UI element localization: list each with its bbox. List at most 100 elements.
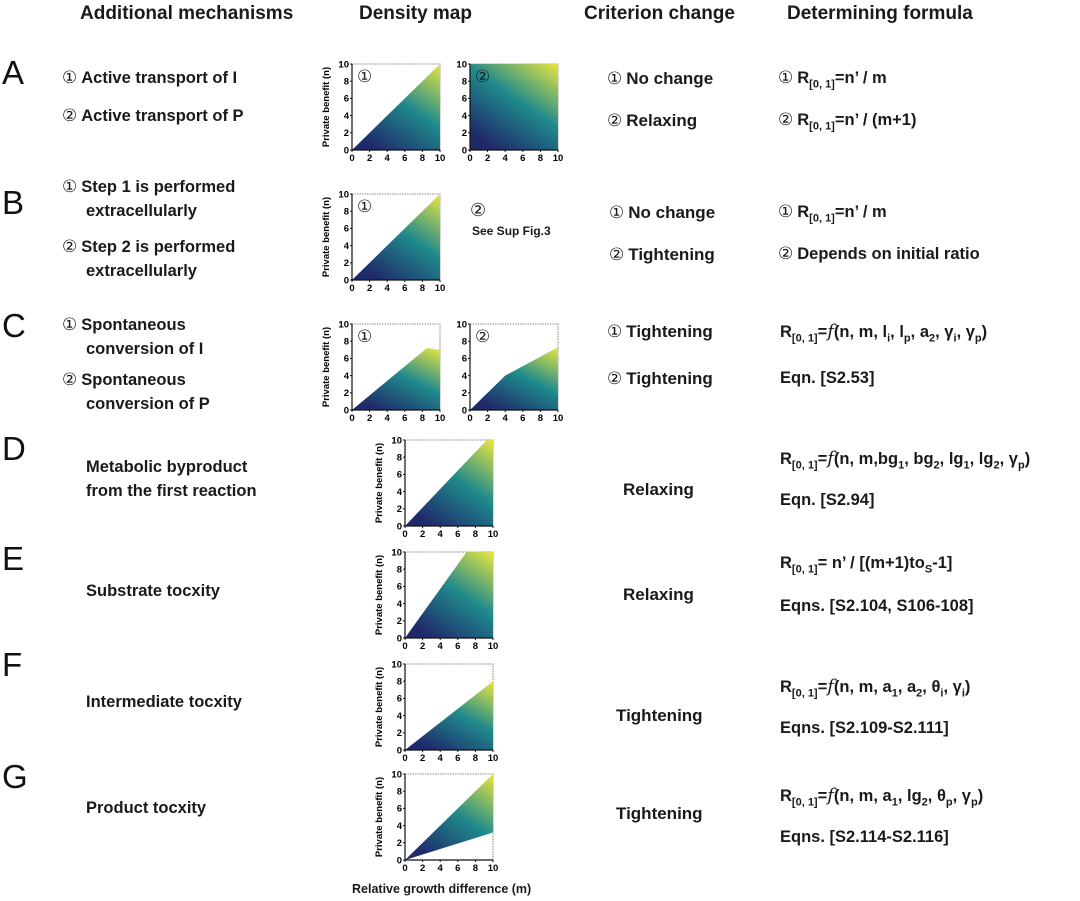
y-tick-label: 0 (397, 633, 402, 644)
formula-part: -1] (932, 554, 953, 572)
formula-function: f (827, 676, 834, 697)
y-tick-label: 10 (338, 319, 349, 330)
y-tick-label: 2 (397, 504, 402, 515)
formula-part: , bg (904, 450, 934, 468)
x-tick-label: 6 (455, 529, 460, 540)
formula-subscript: [0, 1] (791, 459, 818, 472)
x-tick-label: 4 (385, 283, 391, 294)
y-tick-label: 4 (397, 711, 403, 722)
formula-subscript: [0, 1] (791, 332, 818, 345)
formula-part: ) (1024, 450, 1031, 468)
formula-part: , γ (999, 450, 1018, 468)
x-tick-label: 4 (503, 153, 509, 164)
formula-subscript: 1 (898, 459, 905, 472)
mechanism-e: Substrate tocxity (86, 582, 220, 600)
x-tick-label: 6 (455, 863, 460, 874)
y-tick-label: 8 (344, 337, 349, 348)
row-letter-c: C (2, 307, 26, 344)
x-tick-label: 0 (402, 641, 407, 652)
x-tick-label: 8 (473, 529, 478, 540)
criterion-a-1: ① No change (607, 69, 714, 88)
y-axis-label: Private benefit (n) (374, 555, 385, 635)
formula-part: , a (897, 678, 917, 696)
x-tick-label: 8 (420, 283, 425, 294)
criterion-b-1: ① No change (609, 203, 716, 222)
x-tick-label: 4 (385, 153, 391, 164)
y-tick-label: 8 (462, 77, 467, 88)
x-tick-label: 8 (473, 641, 478, 652)
mechanism-b-1: ① Step 1 is performed extracellularly (62, 177, 236, 220)
x-tick-label: 4 (438, 753, 444, 764)
y-tick-label: 10 (338, 59, 349, 70)
x-tick-label: 10 (488, 641, 499, 652)
formula-subscript: S (924, 563, 933, 576)
mechanism-f: Intermediate tocxity (86, 693, 242, 711)
x-tick-label: 0 (467, 413, 472, 424)
mechanism-b-2: ② Step 2 is performed extracellularly (62, 237, 236, 280)
y-tick-label: 2 (344, 128, 349, 139)
formula-part: , lg (897, 787, 922, 805)
y-tick-label: 8 (344, 207, 349, 218)
formula-subscript: p (970, 796, 978, 809)
x-tick-label: 2 (485, 153, 490, 164)
x-tick-label: 0 (349, 413, 354, 424)
y-tick-label: 2 (397, 838, 402, 849)
y-tick-label: 6 (462, 94, 467, 105)
density-region (352, 194, 440, 280)
x-tick-label: 4 (385, 413, 391, 424)
formula-subscript: 2 (916, 687, 923, 700)
formula-subscript: 1 (963, 459, 970, 472)
x-tick-label: 8 (538, 413, 543, 424)
x-tick-label: 0 (402, 753, 407, 764)
x-tick-label: 0 (402, 863, 407, 874)
formula-part: ) (964, 678, 971, 696)
row-letter-f: F (2, 646, 23, 683)
y-tick-label: 4 (344, 371, 350, 382)
mechanism-a-2: ② Active transport of P (62, 106, 244, 125)
x-tick-label: 10 (553, 153, 564, 164)
x-tick-label: 4 (438, 863, 444, 874)
x-tick-label: 2 (367, 283, 372, 294)
panel-number: ② (475, 67, 490, 87)
y-tick-label: 4 (397, 821, 403, 832)
formula-subscript: p (945, 796, 953, 809)
panel-number: ② (475, 327, 490, 347)
formula-function: f (827, 785, 834, 806)
y-tick-label: 10 (391, 769, 402, 780)
y-tick-label: 6 (344, 224, 349, 235)
x-tick-label: 2 (420, 863, 425, 874)
x-tick-label: 4 (438, 641, 444, 652)
formula-subscript: p (1017, 459, 1025, 472)
criterion-e: Relaxing (623, 585, 694, 604)
y-tick-label: 10 (391, 435, 402, 446)
formula-part: , θ (927, 787, 946, 805)
y-tick-label: 0 (397, 745, 402, 756)
y-tick-label: 6 (397, 470, 402, 481)
formula-part: , lg (939, 450, 964, 468)
formula-equals: = (817, 787, 828, 805)
x-tick-label: 8 (420, 153, 425, 164)
x-tick-label: 6 (402, 153, 407, 164)
x-tick-label: 0 (467, 153, 472, 164)
y-tick-label: 4 (344, 111, 350, 122)
x-tick-label: 6 (402, 283, 407, 294)
y-tick-label: 2 (462, 388, 467, 399)
x-tick-label: 6 (455, 753, 460, 764)
criterion-d: Relaxing (623, 480, 694, 499)
y-tick-label: 6 (397, 582, 402, 593)
x-tick-label: 2 (367, 153, 372, 164)
y-axis-label: Private benefit (n) (374, 667, 385, 747)
x-tick-label: 0 (349, 283, 354, 294)
density-region (352, 64, 440, 150)
mechanism-g: Product tocxity (86, 799, 207, 817)
y-tick-label: 8 (462, 337, 467, 348)
y-axis-label: Private benefit (n) (321, 327, 332, 407)
equation-ref-d: Eqn. [S2.94] (780, 491, 875, 509)
formula-symbol: R (780, 554, 792, 572)
x-tick-label: 6 (455, 641, 460, 652)
row-letter-e: E (2, 540, 25, 577)
density-region (405, 552, 493, 638)
formula-part: , γ (943, 678, 962, 696)
